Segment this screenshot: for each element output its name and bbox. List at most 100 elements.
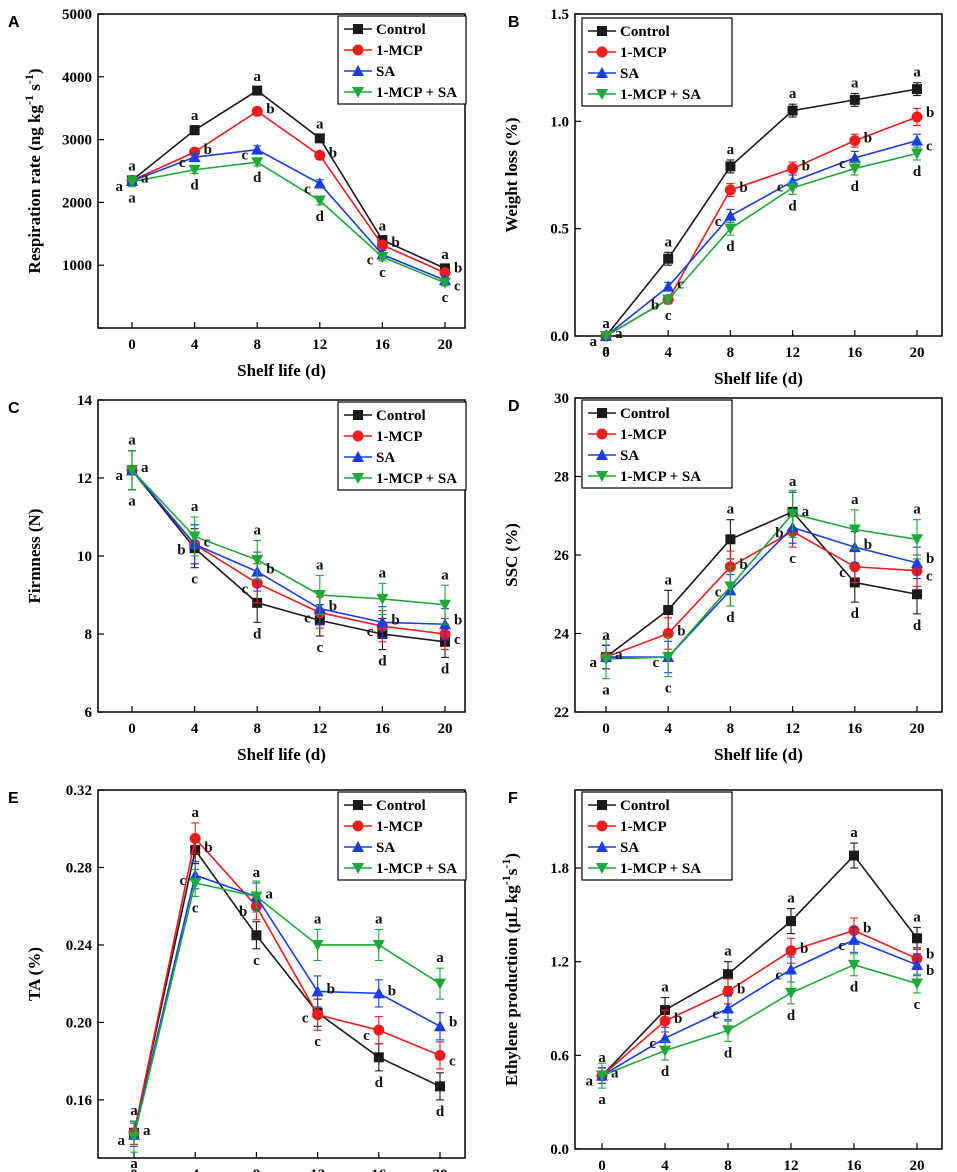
x-tick-label: 4 [191,337,199,353]
series-control [601,491,922,670]
significance-letter: b [449,1014,457,1030]
y-tick-label: 1000 [62,258,92,274]
series-line [601,963,918,1077]
significance-letter: b [926,105,934,121]
y-tick-label: 0.32 [66,783,92,799]
significance-letter: b [800,941,808,957]
y-tick-label: 1.2 [550,955,569,971]
x-tick-label: 12 [310,1167,325,1172]
series-line [133,882,441,1137]
x-tick-label: 0 [130,1167,138,1172]
significance-letter: a [128,191,136,207]
significance-letter: c [665,308,672,324]
x-tick-label: 8 [724,1158,732,1172]
series-line [601,854,918,1077]
plot-frame [97,789,466,1159]
x-tick-label: 8 [253,1167,261,1172]
legend-swatch-marker [353,800,363,810]
y-tick-label: 28 [554,470,569,486]
x-tick-label: 12 [785,721,800,737]
x-tick-label: 12 [784,1158,799,1172]
significance-letter: c [839,156,846,172]
legend: Control 1-MCP SA 1-MCP + SA [581,17,733,107]
data-point [188,531,201,543]
y-axis-title-superscript: -1 [499,875,513,885]
x-tick-label: 4 [664,721,672,737]
data-point [311,985,324,997]
data-point [725,161,736,172]
significance-letter: a [191,499,199,515]
x-tick-label: 4 [191,1167,199,1172]
y-axis-title-part: Respiration rate (ng kg [25,104,44,273]
legend-swatch-marker [352,451,364,462]
legend-swatch-marker [596,89,608,100]
significance-letter: a [118,1133,126,1149]
significance-letter: c [191,572,198,588]
significance-letter: a [664,572,672,588]
data-point [786,916,796,927]
significance-letter: d [316,209,325,225]
x-tick-label: 8 [253,721,261,737]
significance-letter: b [926,947,934,963]
significance-letter: c [715,214,722,230]
significance-letter: b [204,142,212,158]
data-point [659,1032,671,1044]
significance-letter: a [789,474,797,490]
legend-swatch-marker [596,46,608,58]
significance-letter: c [914,997,921,1013]
x-tick-label: 16 [847,721,863,737]
data-point [785,987,797,999]
significance-letter: a [602,627,610,643]
series-line [605,139,918,337]
legend-label: Control [376,22,426,38]
data-point [849,94,860,105]
significance-letter: d [441,661,450,677]
significance-letter: b [204,840,212,856]
y-axis-title-superscript: -1 [499,859,513,869]
data-point [188,151,201,163]
significance-letter: b [739,557,747,573]
data-point [911,556,923,568]
legend-swatch-marker [597,408,607,418]
data-point [662,294,675,306]
legend-swatch-marker [596,428,608,440]
y-tick-label: 4000 [62,70,92,86]
panel-f: F0.00.61.21.8048121620Shelf life (d)Ethy… [499,789,943,1172]
significance-letter: a [611,1066,619,1082]
significance-letter: d [726,610,735,626]
data-point [663,253,674,264]
y-tick-label: 8 [85,627,93,643]
data-point [251,105,263,117]
significance-letter: b [739,180,747,196]
series-line [605,152,918,337]
data-point [376,616,389,628]
x-tick-label: 20 [438,337,453,353]
y-tick-label: 3000 [62,133,92,149]
data-point [849,135,861,147]
x-tick-label: 4 [664,345,672,361]
series-control [601,82,922,341]
significance-letter: c [777,179,784,195]
data-point [439,267,451,279]
legend-swatch-marker [352,473,364,484]
data-point [659,1045,671,1057]
significance-letter: b [329,145,337,161]
significance-letter: b [327,981,335,997]
series-line [131,469,446,606]
y-tick-label: 1.5 [550,7,569,23]
significance-letter: c [839,565,846,581]
legend-swatch-marker [596,449,608,460]
significance-letter: d [851,606,860,622]
significance-letter: c [204,534,211,550]
series-sa [600,511,923,674]
data-point [911,111,923,123]
x-tick-label: 8 [253,337,261,353]
series-line [131,161,446,284]
significance-letter: b [651,298,659,314]
legend-swatch-marker [353,410,363,420]
series-1-mcp [126,105,451,279]
data-point [314,133,325,144]
significance-letter: a [913,909,921,925]
y-tick-label: 0.0 [550,329,569,345]
significance-letter: b [177,542,185,558]
